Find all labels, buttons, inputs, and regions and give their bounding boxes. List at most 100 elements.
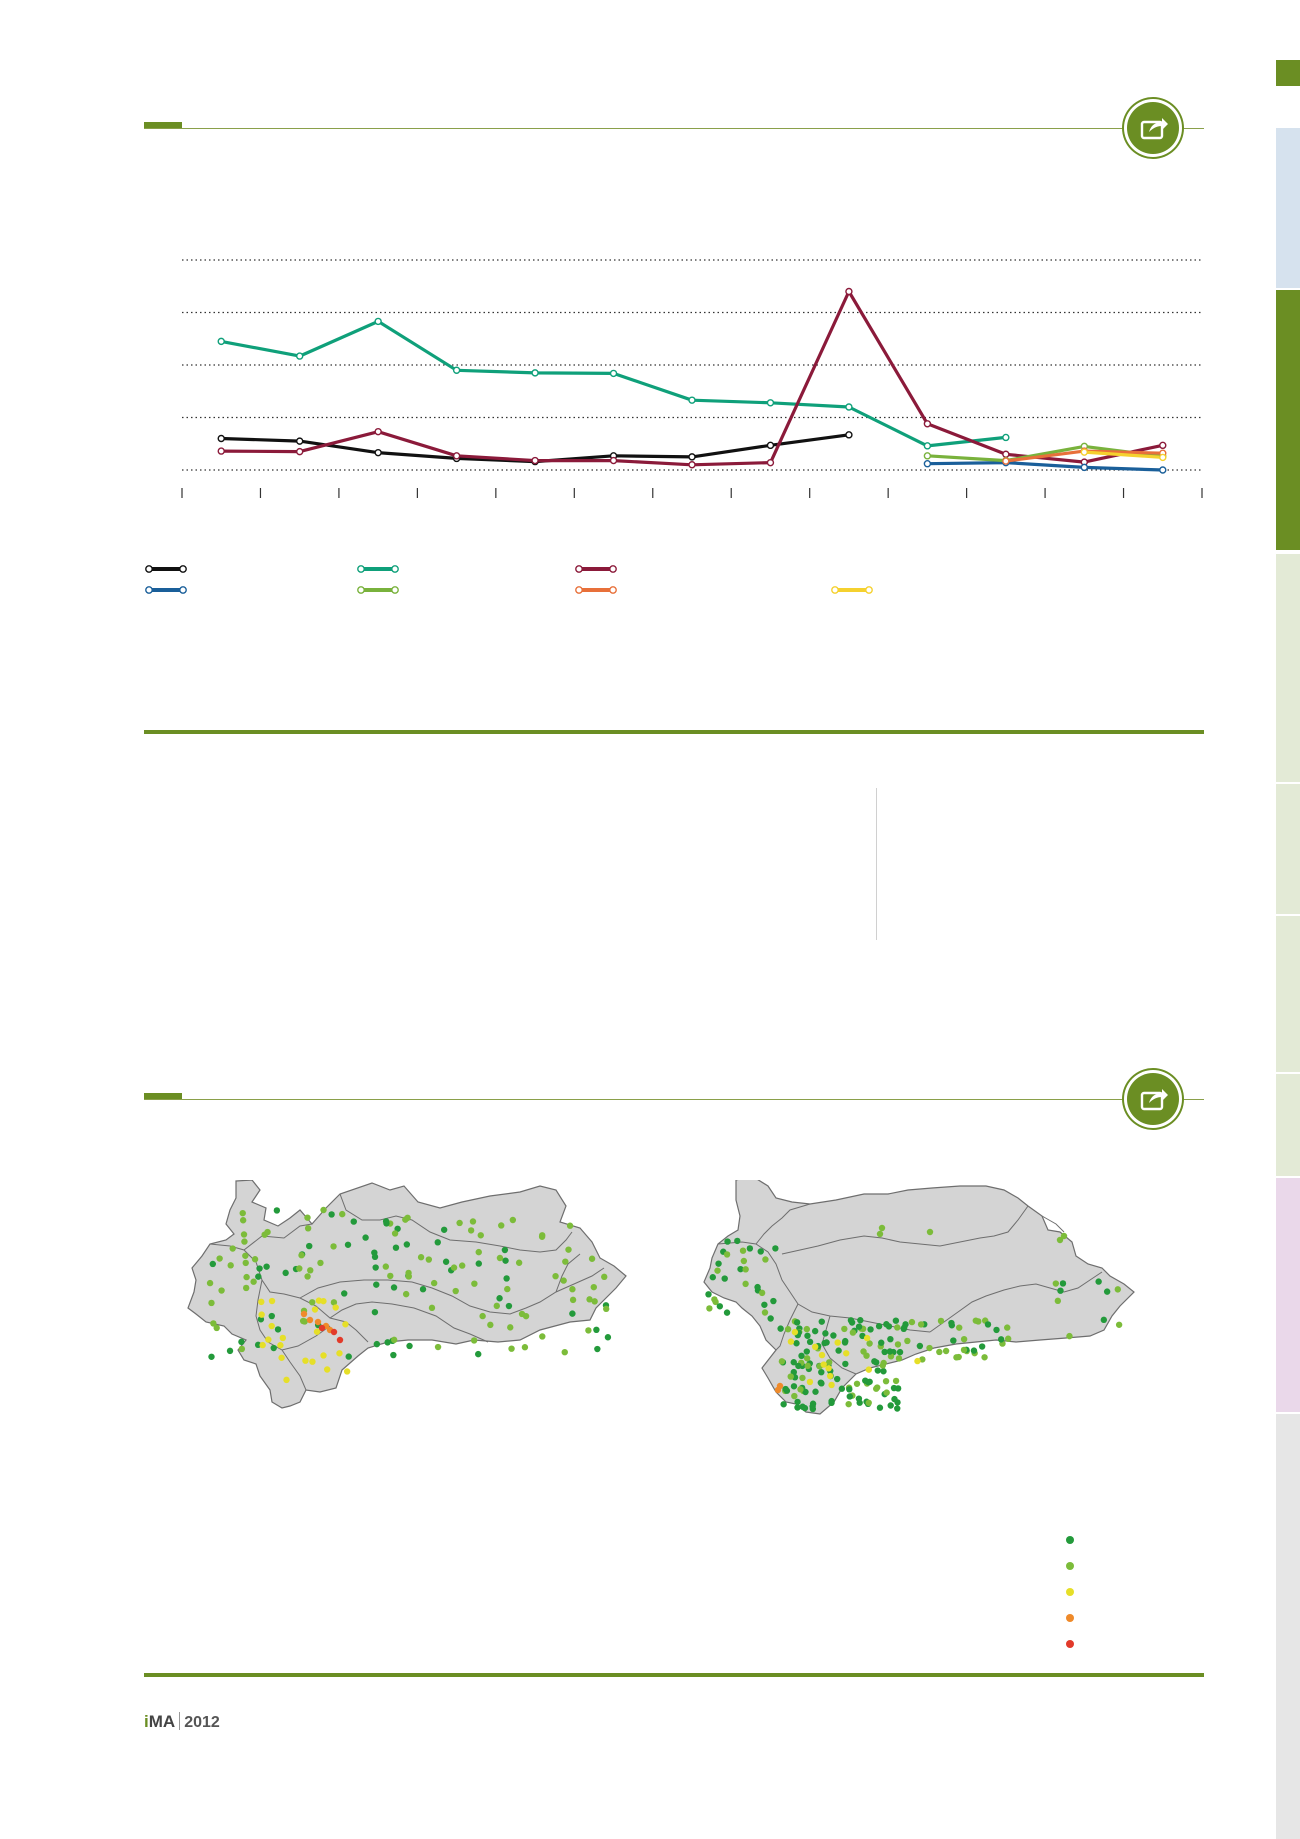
station-dot <box>243 1273 250 1281</box>
station-dot <box>263 1263 270 1270</box>
station-dot <box>299 1317 307 1325</box>
station-dot <box>311 1306 319 1313</box>
station-dot <box>314 1318 322 1326</box>
station-dot <box>882 1377 890 1385</box>
station-dot <box>306 1316 314 1324</box>
station-dot <box>984 1321 992 1328</box>
section-1-rule <box>144 128 1204 129</box>
station-dot <box>256 1265 263 1272</box>
side-tab-green-active[interactable] <box>1276 288 1300 550</box>
station-dot <box>585 1327 592 1334</box>
station-dot <box>242 1284 250 1292</box>
station-dot <box>1057 1287 1064 1294</box>
station-dot <box>339 1210 346 1218</box>
station-dot <box>1004 1335 1012 1342</box>
station-dot <box>560 1277 567 1284</box>
side-tab-blue[interactable] <box>1276 128 1300 288</box>
station-dot <box>1059 1280 1067 1287</box>
legend-swatch-marker <box>609 565 617 573</box>
station-dot <box>264 1228 271 1236</box>
station-dot <box>442 1258 450 1265</box>
station-dot <box>504 1285 511 1293</box>
station-dot <box>900 1325 907 1333</box>
station-dot <box>846 1393 853 1400</box>
station-dot <box>845 1400 852 1408</box>
station-dot <box>469 1218 477 1225</box>
station-dot <box>430 1279 438 1287</box>
station-dot <box>387 1272 394 1280</box>
side-tab-lightgreen-3[interactable] <box>1276 916 1300 1072</box>
station-dot <box>825 1359 833 1366</box>
station-dot <box>866 1340 873 1347</box>
station-dot <box>475 1350 482 1358</box>
station-dot <box>867 1326 874 1333</box>
station-dot <box>240 1231 248 1238</box>
station-dot <box>894 1341 902 1348</box>
maps-section-divider <box>144 1673 1204 1677</box>
station-dot <box>803 1355 811 1362</box>
station-dot <box>787 1338 795 1345</box>
station-dot <box>210 1320 217 1327</box>
station-dot <box>273 1207 281 1214</box>
station-dot <box>956 1324 963 1331</box>
line-chart <box>181 259 1203 498</box>
side-tab-grey[interactable] <box>1276 1414 1300 1839</box>
map-right-region <box>703 1180 1135 1415</box>
map-legend-dot <box>1066 1640 1074 1648</box>
map-legend-dot <box>1066 1588 1074 1596</box>
side-tab-lightgreen-2[interactable] <box>1276 784 1300 914</box>
station-dot <box>323 1366 331 1373</box>
series-point-2 <box>374 427 382 436</box>
side-tab-purple[interactable] <box>1276 1178 1300 1412</box>
station-dot <box>241 1238 248 1245</box>
station-dot <box>477 1232 484 1239</box>
station-dot <box>229 1245 236 1252</box>
station-dot <box>330 1328 338 1336</box>
station-dot <box>505 1302 513 1310</box>
station-dot <box>238 1338 245 1346</box>
station-dot <box>390 1336 398 1344</box>
station-dot <box>307 1267 314 1274</box>
station-dot <box>846 1386 853 1393</box>
station-dot <box>876 1230 884 1238</box>
station-dot <box>507 1324 514 1331</box>
share-button-1[interactable] <box>1127 102 1179 154</box>
station-dot <box>391 1230 399 1237</box>
share-button-2[interactable] <box>1127 1073 1179 1125</box>
series-point-2 <box>531 456 539 465</box>
series-point-2 <box>295 447 304 456</box>
station-dot <box>767 1315 774 1322</box>
station-dot <box>828 1399 835 1407</box>
station-dot <box>942 1347 950 1355</box>
series-point-1 <box>1002 433 1010 442</box>
station-dot <box>970 1347 978 1354</box>
station-dot <box>876 1404 884 1411</box>
station-dot <box>332 1304 339 1311</box>
station-dot <box>780 1401 787 1408</box>
station-dot <box>372 1264 379 1271</box>
series-point-2 <box>452 452 461 460</box>
station-dot <box>382 1263 390 1270</box>
station-dot <box>1103 1288 1111 1295</box>
station-dot <box>862 1377 869 1384</box>
station-dot <box>916 1342 924 1350</box>
series-point-1 <box>452 366 461 374</box>
side-tab-lightgreen-1[interactable] <box>1276 554 1300 782</box>
station-dot <box>803 1325 811 1333</box>
station-dot <box>896 1348 904 1356</box>
legend-swatch-marker <box>179 586 187 594</box>
station-dot <box>841 1339 849 1346</box>
station-dot <box>328 1211 335 1218</box>
station-dot <box>1115 1321 1123 1328</box>
station-dot <box>390 1284 398 1291</box>
side-tab-lightgreen-4[interactable] <box>1276 1074 1300 1176</box>
station-dot <box>818 1351 826 1359</box>
station-dot <box>562 1258 569 1265</box>
series-point-1 <box>295 352 304 360</box>
station-dot <box>392 1244 400 1251</box>
station-dot <box>336 1350 343 1357</box>
column-divider <box>876 788 877 940</box>
series-point-1 <box>217 337 225 346</box>
station-dot <box>440 1226 448 1233</box>
footer-logo: iMA 2012 <box>144 1712 220 1732</box>
